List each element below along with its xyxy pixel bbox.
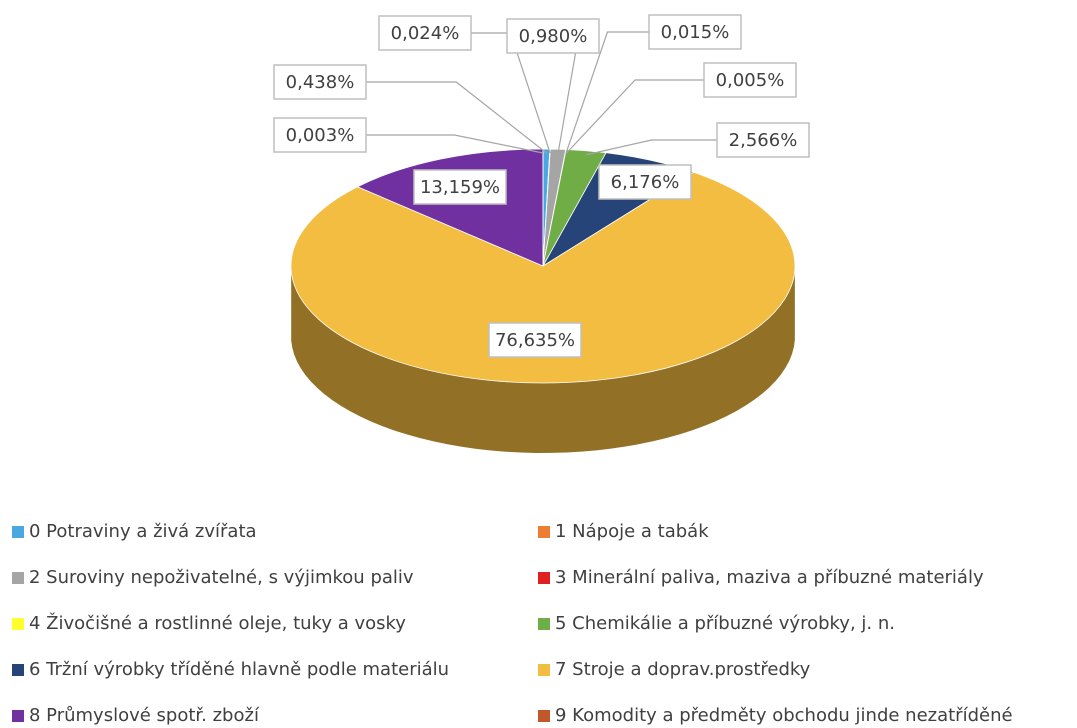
legend-swatch bbox=[12, 526, 24, 538]
leader-line bbox=[366, 81, 547, 154]
data-label-box bbox=[648, 14, 742, 50]
data-label: 0,024% bbox=[391, 23, 460, 44]
data-label-box bbox=[598, 164, 692, 200]
data-label-box bbox=[716, 122, 810, 158]
legend-label: 9 Komodity a předměty obchodu jinde neza… bbox=[555, 705, 1013, 726]
data-label: 0,005% bbox=[716, 70, 785, 91]
legend-label: 4 Živočišné a rostlinné oleje, tuky a vo… bbox=[29, 612, 406, 634]
legend-label: 5 Chemikálie a příbuzné výrobky, j. n. bbox=[555, 613, 895, 634]
legend-label: 6 Tržní výrobky tříděné hlavně podle mat… bbox=[29, 659, 449, 680]
slice-top bbox=[290, 171, 796, 384]
data-label-box bbox=[703, 62, 797, 98]
data-label-box bbox=[413, 169, 507, 205]
leader-line bbox=[565, 31, 649, 154]
data-label: 0,003% bbox=[286, 125, 355, 146]
legend-label: 1 Nápoje a tabák bbox=[555, 521, 709, 542]
data-label: 0,438% bbox=[286, 72, 355, 93]
leader-line bbox=[565, 79, 704, 154]
data-label-box bbox=[506, 18, 600, 54]
legend-swatch bbox=[538, 618, 550, 630]
legend-swatch bbox=[538, 710, 550, 722]
legend-swatch bbox=[538, 572, 550, 584]
legend-label: 3 Minerální paliva, maziva a příbuzné ma… bbox=[555, 567, 984, 588]
data-label: 0,015% bbox=[661, 22, 730, 43]
data-label-box bbox=[273, 64, 367, 100]
legend-swatch bbox=[538, 664, 550, 676]
legend-label: 8 Průmyslové spotř. zboží bbox=[29, 705, 260, 726]
leader-line bbox=[586, 139, 717, 156]
legend-swatch bbox=[12, 664, 24, 676]
legend-label: 7 Stroje a doprav.prostředky bbox=[555, 659, 811, 680]
pie-slice bbox=[290, 171, 796, 453]
legend-swatch bbox=[12, 618, 24, 630]
data-label: 6,176% bbox=[611, 172, 680, 193]
data-label-box bbox=[273, 117, 367, 153]
data-label-box bbox=[488, 322, 582, 358]
data-label: 2,566% bbox=[729, 130, 798, 151]
data-label: 76,635% bbox=[495, 330, 575, 351]
legend-swatch bbox=[12, 710, 24, 722]
legend-label: 0 Potraviny a živá zvířata bbox=[29, 521, 257, 542]
data-label-box bbox=[378, 15, 472, 51]
slice-side bbox=[291, 269, 795, 453]
legend-swatch bbox=[12, 572, 24, 584]
legend-label: 2 Suroviny nepoživatelné, s výjimkou pal… bbox=[29, 567, 414, 588]
legend-swatch bbox=[538, 526, 550, 538]
data-label: 13,159% bbox=[420, 177, 500, 198]
leader-line bbox=[366, 134, 544, 154]
data-label: 0,980% bbox=[519, 26, 588, 47]
